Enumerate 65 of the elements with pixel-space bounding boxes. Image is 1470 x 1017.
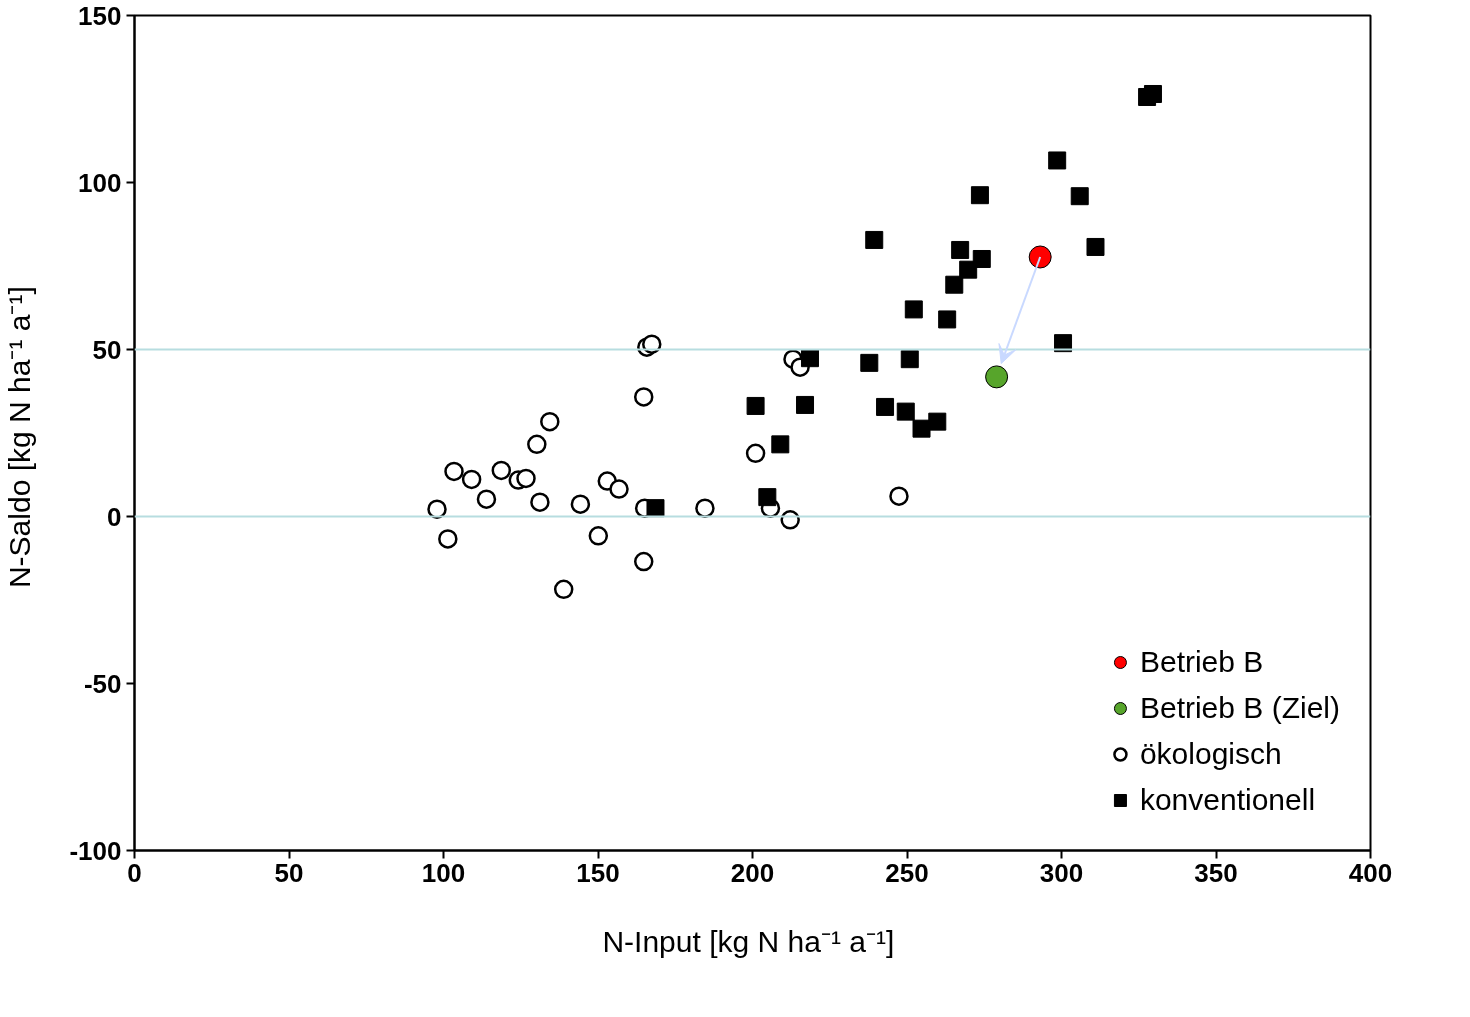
point: [896, 402, 915, 421]
x-tick-label: 300: [1039, 857, 1084, 888]
point: [972, 249, 991, 268]
point: [527, 434, 547, 455]
y-axis-title: N-Saldo [kg N ha⁻¹ a⁻¹]: [3, 286, 37, 589]
point: [588, 526, 609, 546]
point: [540, 411, 560, 432]
point: [553, 579, 574, 600]
legend-label: Betrieb B: [1139, 645, 1264, 679]
legend-label: ökologisch: [1139, 737, 1282, 771]
point: [876, 397, 895, 416]
point: [900, 350, 919, 369]
x-tick-label: 0: [127, 857, 142, 888]
point: [970, 186, 989, 205]
point: [491, 460, 512, 481]
point: [427, 499, 447, 519]
point: [1028, 245, 1052, 269]
x-tick-label: 150: [576, 857, 620, 888]
x-tick-label: 400: [1348, 857, 1393, 888]
point: [985, 365, 1009, 389]
y-tick-label: -50: [83, 668, 122, 699]
point: [1070, 187, 1089, 206]
y-tick-label: -100: [69, 835, 122, 866]
point: [633, 387, 654, 407]
point: [938, 310, 957, 329]
point: [865, 230, 884, 249]
x-axis-title: N-Input [kg N ha⁻¹ a⁻¹]: [602, 924, 895, 958]
point: [912, 419, 931, 438]
x-tick-label: 100: [421, 857, 466, 888]
y-tick-label: 50: [92, 334, 122, 365]
point: [758, 488, 777, 507]
point: [959, 260, 978, 279]
point: [1143, 84, 1162, 103]
y-tick-label: 0: [107, 501, 122, 532]
x-tick-label: 250: [885, 857, 929, 888]
point: [796, 395, 815, 414]
legend-label: konventionell: [1139, 783, 1316, 817]
y-tick-label: 100: [78, 167, 122, 198]
legend-label: Betrieb B (Ziel): [1139, 691, 1340, 725]
point: [633, 551, 654, 572]
x-tick-label: 50: [274, 857, 304, 888]
point: [1086, 237, 1105, 256]
point: [609, 479, 629, 499]
point: [745, 443, 766, 464]
point: [646, 499, 665, 518]
point: [771, 435, 790, 454]
point: [904, 300, 923, 319]
y-tick-label: 150: [78, 0, 122, 31]
x-tick-label: 200: [730, 857, 775, 888]
point: [889, 486, 909, 506]
point: [570, 494, 591, 514]
point: [476, 489, 497, 509]
point: [928, 412, 947, 431]
point: [516, 468, 536, 489]
point: [444, 461, 464, 482]
point: [860, 353, 879, 372]
x-tick-label: 350: [1194, 857, 1238, 888]
point: [951, 240, 970, 259]
point: [945, 275, 964, 294]
point: [461, 469, 482, 490]
point: [438, 529, 458, 549]
point: [1048, 151, 1067, 170]
point: [530, 492, 550, 512]
point: [746, 396, 765, 415]
point: [695, 498, 715, 518]
